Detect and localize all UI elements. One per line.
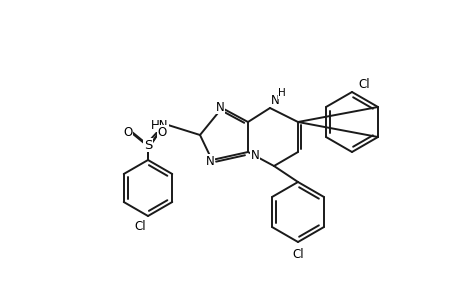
- Text: N: N: [250, 148, 259, 161]
- Text: Cl: Cl: [358, 77, 369, 91]
- Text: N: N: [270, 94, 279, 106]
- Text: O: O: [157, 125, 166, 139]
- Text: S: S: [144, 139, 152, 152]
- Text: N: N: [215, 100, 224, 113]
- Text: O: O: [123, 125, 132, 139]
- Text: Cl: Cl: [134, 220, 146, 232]
- Text: H: H: [278, 88, 285, 98]
- Text: N: N: [205, 154, 214, 167]
- Text: HN: HN: [151, 118, 168, 131]
- Text: Cl: Cl: [291, 248, 303, 260]
